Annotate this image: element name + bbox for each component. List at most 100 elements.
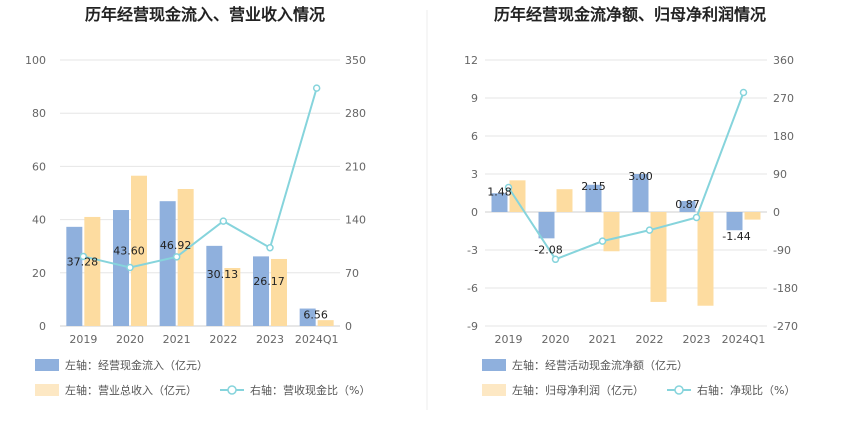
data-label: -2.08 — [534, 243, 562, 256]
right-axis-tick-label: -90 — [773, 244, 791, 257]
category-tick-label: 2021 — [589, 333, 617, 346]
legend-label-ratio: 右轴：营收现金比（%） — [250, 383, 370, 397]
right-axis-tick-label: 0 — [773, 206, 780, 219]
category-tick-label: 2022 — [209, 333, 237, 346]
bar-primary — [585, 184, 602, 212]
bar-secondary — [697, 212, 714, 306]
right-axis-tick-label: 350 — [345, 54, 366, 67]
bar-primary — [299, 308, 316, 326]
data-label: 43.60 — [113, 245, 145, 258]
data-label: 6.56 — [303, 309, 328, 322]
ratio-point — [504, 183, 513, 192]
ratio-point — [219, 217, 228, 225]
ratio-point — [79, 252, 88, 261]
data-label: 46.92 — [160, 239, 192, 252]
bar-secondary — [84, 216, 101, 326]
right-axis-tick-label: 180 — [773, 130, 794, 143]
left-axis-tick-label: -6 — [467, 282, 478, 295]
chart-2-title: 历年经营现金流净额、归母净利润情况 — [494, 5, 766, 24]
ratio-point — [645, 226, 654, 234]
right-axis-tick-label: -180 — [773, 282, 798, 295]
bar-primary — [159, 201, 176, 326]
category-tick-label: 2020 — [542, 333, 570, 346]
left-axis-tick-label: 60 — [32, 160, 46, 173]
legend-label-net-profit: 左轴：归母净利润（亿元） — [512, 383, 644, 397]
left-axis-tick-label: 0 — [471, 206, 478, 219]
left-axis-tick-label: 9 — [471, 92, 478, 105]
data-label: 1.48 — [487, 185, 512, 198]
legend-swatch-net-cash-flow — [482, 359, 506, 371]
ratio-point — [172, 253, 181, 261]
ratio-point — [551, 255, 560, 264]
legend-label-cash-inflow: 左轴：经营现金流入（亿元） — [65, 358, 208, 372]
left-axis-tick-label: 6 — [471, 130, 478, 143]
ratio-point — [266, 243, 274, 252]
ratio-point — [312, 84, 321, 92]
right-axis-tick-label: 140 — [345, 214, 366, 227]
category-tick-label: 2019 — [69, 333, 97, 346]
ratio-line — [83, 87, 318, 269]
legend-label-net-cash-flow: 左轴：经营活动现金流净额（亿元） — [512, 358, 688, 372]
bar-primary — [726, 212, 743, 231]
bar-secondary — [556, 189, 573, 212]
bar-secondary — [224, 268, 241, 326]
right-axis-tick-label: 210 — [345, 160, 366, 173]
left-axis-tick-label: 0 — [39, 320, 46, 333]
category-tick-label: 2024Q1 — [722, 333, 766, 346]
category-tick-label: 2022 — [636, 333, 664, 346]
ratio-point — [126, 263, 134, 272]
chart-2-plot: -9 -6 -3 0 3 6 9 12 -270 -180 -90 0 90 180 270 360 2019 2… — [464, 54, 798, 346]
bar-secondary — [509, 180, 526, 212]
bar-primary — [632, 174, 649, 212]
left-axis-tick-label: 20 — [32, 267, 46, 280]
bar-primary — [491, 193, 508, 212]
chart-1-plot: 0 20 40 60 80 100 0 70 140 210 280 350 2019 2020 2021 2… — [25, 54, 366, 346]
legend-label-net-cash-ratio: 右轴：净现比（%） — [697, 383, 795, 397]
left-axis-tick-label: -9 — [467, 320, 478, 333]
bar-primary — [113, 210, 129, 326]
left-axis-tick-label: 3 — [471, 168, 478, 181]
legend-label-revenue: 左轴：营业总收入（亿元） — [65, 383, 197, 397]
bar-secondary — [177, 189, 194, 326]
right-axis-tick-label: -270 — [773, 320, 798, 333]
data-label: 0.87 — [675, 198, 700, 211]
ratio-line — [507, 92, 745, 261]
right-axis-tick-label: 0 — [345, 320, 352, 333]
legend-marker-net-cash-ratio — [674, 385, 684, 395]
ratio-point — [598, 237, 607, 245]
data-label: 30.13 — [207, 268, 239, 281]
category-tick-label: 2021 — [163, 333, 191, 346]
legend-swatch-revenue — [35, 384, 59, 396]
legend-swatch-cash-inflow — [35, 359, 59, 371]
category-tick-label: 2023 — [683, 333, 711, 346]
bar-primary — [66, 226, 83, 326]
bar-secondary — [744, 212, 761, 220]
left-axis-tick-label: 40 — [32, 214, 46, 227]
right-axis-tick-label: 280 — [345, 107, 366, 120]
category-tick-label: 2020 — [116, 333, 144, 346]
bar-secondary — [650, 212, 667, 302]
left-axis-tick-label: 12 — [464, 54, 478, 67]
bar-secondary — [317, 320, 334, 326]
data-label: 37.28 — [67, 256, 99, 269]
right-axis-tick-label: 90 — [773, 168, 787, 181]
category-tick-label: 2019 — [495, 333, 523, 346]
legend-swatch-net-profit — [482, 384, 506, 396]
legend-marker-ratio — [227, 385, 237, 395]
bar-primary — [206, 245, 223, 326]
data-label: 2.15 — [581, 180, 606, 193]
ratio-point — [692, 213, 701, 222]
ratio-point — [739, 88, 748, 97]
bar-secondary — [131, 175, 147, 326]
chart-1-legend: 左轴：经营现金流入（亿元） 左轴：营业总收入（亿元） 右轴：营收现金比（%） — [35, 358, 370, 397]
right-axis-tick-label: 70 — [345, 267, 359, 280]
category-tick-label: 2023 — [256, 333, 284, 346]
bar-secondary — [271, 258, 287, 326]
chart-2-legend: 左轴：经营活动现金流净额（亿元） 左轴：归母净利润（亿元） 右轴：净现比（%） — [482, 358, 795, 397]
left-axis-tick-label: 100 — [25, 54, 46, 67]
bar-secondary — [603, 212, 620, 252]
data-label: 26.17 — [253, 275, 285, 288]
data-label: 3.00 — [628, 170, 653, 183]
data-label: -1.44 — [722, 230, 750, 243]
